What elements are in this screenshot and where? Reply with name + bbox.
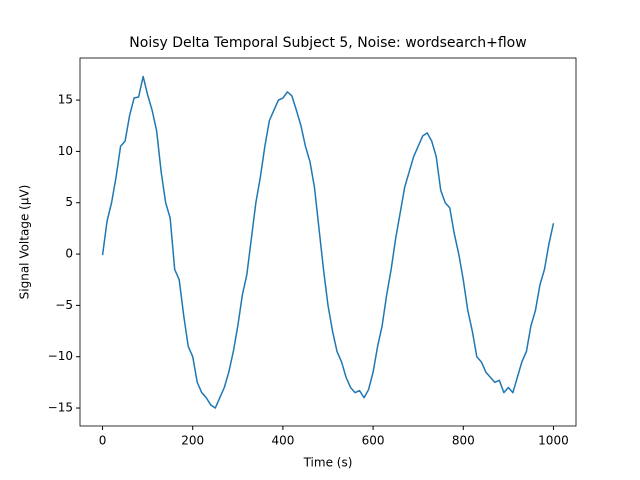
x-tick-label: 0	[99, 434, 107, 448]
x-tick-label: 600	[362, 434, 385, 448]
y-tick-label: −10	[48, 349, 73, 363]
y-tick-label: 5	[65, 195, 73, 209]
x-tick-label: 1000	[538, 434, 569, 448]
y-tick-label: −15	[48, 401, 73, 415]
y-tick-label: 15	[58, 93, 73, 107]
plot-frame	[79, 57, 577, 427]
x-axis-label: Time (s)	[303, 456, 353, 470]
data-line	[101, 75, 555, 409]
chart-title: Noisy Delta Temporal Subject 5, Noise: w…	[129, 35, 526, 51]
y-tick-label: 0	[65, 247, 73, 261]
x-tick-label: 400	[271, 434, 294, 448]
y-tick-label: 10	[58, 144, 73, 158]
y-tick-label: −5	[55, 298, 73, 312]
y-axis-label: Signal Voltage (μV)	[18, 185, 32, 300]
x-tick-label: 800	[452, 434, 475, 448]
x-tick-label: 200	[181, 434, 204, 448]
